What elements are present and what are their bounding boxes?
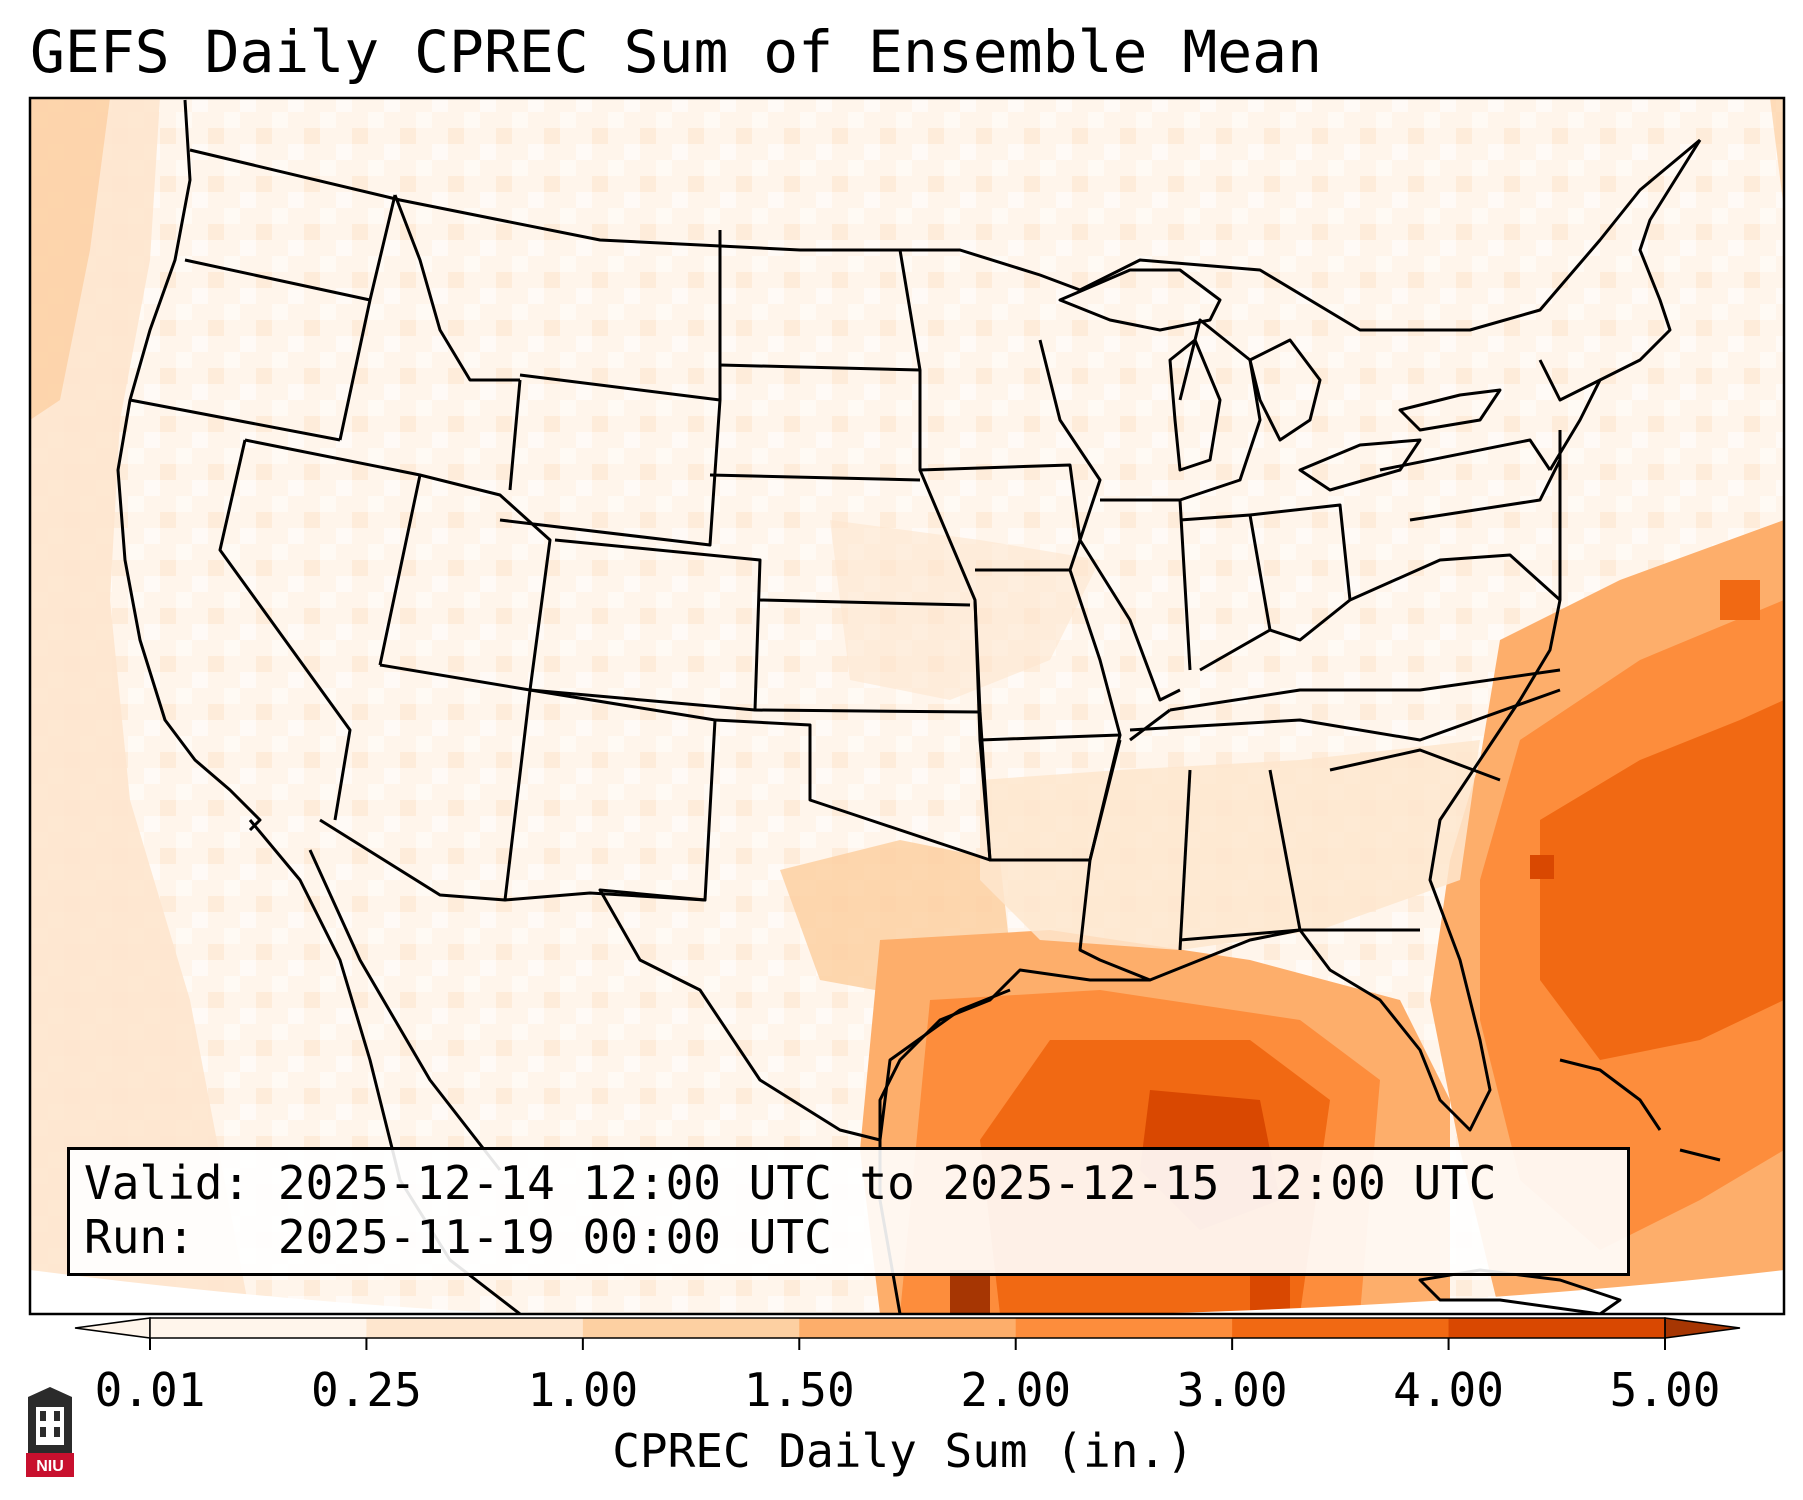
colorbar-tick-label: 3.00 — [1176, 1363, 1288, 1417]
run-value: 2025-11-19 00:00 UTC — [277, 1210, 832, 1264]
colorbar-extend-low — [74, 1317, 151, 1339]
colorbar-segment — [799, 1318, 1017, 1338]
validity-info-box: Valid: 2025-12-14 12:00 UTC to 2025-12-1… — [67, 1147, 1630, 1276]
colorbar-tick-label: 5.00 — [1609, 1363, 1721, 1417]
colorbar-tick-label: 0.25 — [311, 1363, 422, 1417]
run-label: Run: — [84, 1210, 195, 1264]
colorbar-tick-label: 1.50 — [743, 1363, 855, 1417]
niu-logo-text: NIU — [36, 1458, 64, 1475]
colorbar-segment — [1232, 1318, 1450, 1338]
niu-logo: NIU — [22, 1387, 78, 1479]
colorbar-segment — [150, 1318, 367, 1338]
colorbar — [74, 1317, 1741, 1350]
valid-value: 2025-12-14 12:00 UTC to 2025-12-15 12:00… — [277, 1156, 1497, 1210]
map-frame — [28, 96, 1786, 1316]
colorbar-segment — [366, 1318, 584, 1338]
colorbar-tick-label: 4.00 — [1393, 1363, 1504, 1417]
colorbar-segment — [1448, 1318, 1666, 1338]
precip-field — [30, 98, 1784, 1314]
colorbar-segment — [582, 1318, 800, 1338]
colorbar-extend-high — [1664, 1317, 1741, 1339]
colorbar-tick-label: 2.00 — [960, 1363, 1072, 1417]
colorbar-segment — [1015, 1318, 1233, 1338]
valid-label: Valid: — [84, 1156, 251, 1210]
map-title: GEFS Daily CPREC Sum of Ensemble Mean — [30, 18, 1323, 86]
colorbar-label: CPREC Daily Sum (in.) — [612, 1424, 1194, 1478]
colorbar-frame — [149, 1317, 1666, 1339]
colorbar-tick-label: 0.01 — [94, 1363, 206, 1417]
colorbar-tick-label: 1.00 — [527, 1363, 639, 1417]
